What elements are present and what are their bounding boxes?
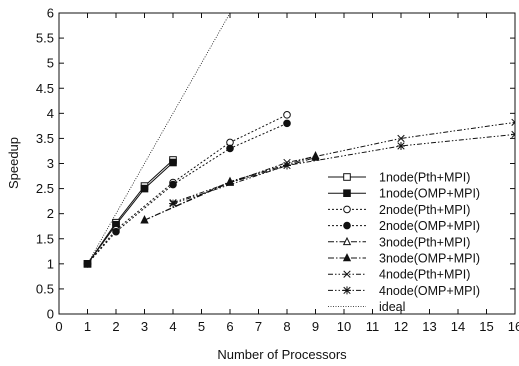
ticks: 0 1 2 3 4 5 6 7 8 9 10 11 12 13 14 15 1600.511.522.533.5… <box>36 6 519 335</box>
x-tick-label: 10 <box>337 319 351 334</box>
legend-entry: 4node(Pth+MPI) <box>328 268 470 282</box>
y-tick-label: 3 <box>47 156 54 171</box>
series-line <box>87 13 231 265</box>
legend-label: 3node(OMP+MPI) <box>379 252 480 266</box>
legend-marker <box>343 221 351 230</box>
series-line <box>87 159 174 265</box>
y-tick-label: 1.5 <box>36 231 54 246</box>
data-point <box>169 158 177 167</box>
legend-entry: 3node(Pth+MPI) <box>328 235 470 249</box>
legend-marker <box>342 236 352 246</box>
y-tick-label: 1 <box>47 256 54 271</box>
legend-entry: 3node(OMP+MPI) <box>328 252 480 266</box>
legend-label: 3node(Pth+MPI) <box>379 235 470 249</box>
legend-label: 1node(Pth+MPI) <box>379 171 470 185</box>
x-tick-label: 8 <box>283 319 290 334</box>
legend-label: 1node(OMP+MPI) <box>379 187 480 201</box>
legend-entry: 1node(OMP+MPI) <box>328 187 480 201</box>
legend-label: 2node(OMP+MPI) <box>379 219 480 233</box>
data-point <box>283 161 291 170</box>
y-tick-label: 2.5 <box>36 181 54 196</box>
x-tick-label: 4 <box>169 319 176 334</box>
data-point <box>169 180 177 189</box>
x-tick-label: 11 <box>366 319 380 334</box>
legend-entry: 1node(Pth+MPI) <box>328 171 470 185</box>
data-point <box>169 199 177 208</box>
series-line <box>87 122 288 265</box>
series-5 <box>140 151 320 224</box>
x-tick-label: 16 <box>508 319 519 334</box>
legend-marker <box>343 189 351 197</box>
x-tick-label: 2 <box>112 319 119 334</box>
y-tick-label: 4.5 <box>36 81 54 96</box>
legend: 1node(Pth+MPI) 1node(OMP+MPI) 2node(Pth+MP… <box>328 171 480 314</box>
data-point <box>140 184 149 193</box>
series-line <box>172 121 515 204</box>
x-axis-label: Number of Processors <box>217 347 347 362</box>
data-point <box>397 141 405 150</box>
x-tick-label: 5 <box>198 319 205 334</box>
data-point <box>283 111 291 119</box>
legend-marker <box>342 253 352 262</box>
series-line <box>87 162 174 265</box>
y-axis-label: Speedup <box>6 137 21 189</box>
legend-label: ideal <box>379 300 405 314</box>
data-point <box>511 118 515 127</box>
legend-entry: 4node(OMP+MPI) <box>328 284 480 298</box>
x-tick-label: 0 <box>55 319 62 334</box>
y-tick-label: 4 <box>47 106 54 121</box>
series-9 <box>87 13 231 265</box>
y-tick-label: 2 <box>47 206 54 221</box>
y-tick-label: 5.5 <box>36 31 54 46</box>
series-8 <box>169 130 515 208</box>
series-line <box>172 133 515 205</box>
y-tick-label: 5 <box>47 56 54 71</box>
x-tick-label: 13 <box>422 319 436 334</box>
series-line <box>144 157 316 221</box>
legend-marker <box>343 286 351 295</box>
data-point <box>226 144 234 153</box>
legend-entry: ideal <box>328 300 405 314</box>
data-point <box>112 227 120 236</box>
x-tick-label: 14 <box>451 319 465 334</box>
legend-marker <box>343 270 351 278</box>
y-tick-label: 0 <box>47 307 54 322</box>
data-point <box>511 130 515 139</box>
legend-entry: 2node(OMP+MPI) <box>328 219 480 233</box>
data-point <box>83 260 92 268</box>
x-tick-label: 3 <box>141 319 148 334</box>
data-point <box>140 215 149 224</box>
legend-label: 2node(Pth+MPI) <box>379 203 470 217</box>
x-tick-label: 6 <box>226 319 233 334</box>
x-tick-label: 12 <box>394 319 408 334</box>
series-line <box>87 114 288 265</box>
x-tick-label: 15 <box>479 319 493 334</box>
legend-entry: 2node(Pth+MPI) <box>328 203 470 217</box>
series-3 <box>83 111 291 268</box>
series-4 <box>83 119 291 268</box>
x-tick-label: 7 <box>255 319 262 334</box>
legend-marker <box>343 205 351 214</box>
legend-label: 4node(Pth+MPI) <box>379 268 470 282</box>
legend-label: 4node(OMP+MPI) <box>379 284 480 298</box>
y-tick-label: 3.5 <box>36 131 54 146</box>
y-tick-label: 0.5 <box>36 281 54 296</box>
series-layer <box>83 13 515 268</box>
data-point <box>397 134 405 143</box>
y-tick-label: 6 <box>47 6 54 21</box>
legend-marker <box>343 173 351 181</box>
x-tick-label: 1 <box>84 319 91 334</box>
x-tick-label: 9 <box>312 319 319 334</box>
data-point <box>283 119 291 128</box>
